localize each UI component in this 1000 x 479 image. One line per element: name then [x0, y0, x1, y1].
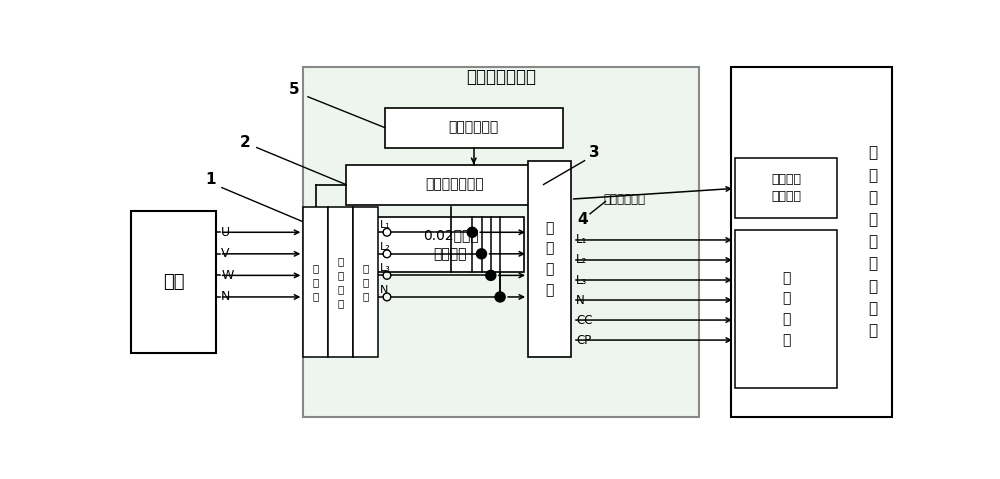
Bar: [528, 160, 571, 357]
Bar: [731, 67, 892, 417]
Text: L₃: L₃: [576, 274, 587, 286]
Text: 输
入
端: 输 入 端: [313, 263, 319, 301]
Text: CP: CP: [576, 333, 591, 347]
Text: 5: 5: [289, 81, 299, 97]
Text: 充电桩控制模块: 充电桩控制模块: [425, 178, 484, 192]
Bar: [735, 230, 837, 388]
Text: 0.02级电能
计量模块: 0.02级电能 计量模块: [423, 228, 478, 262]
Text: CC: CC: [576, 314, 593, 327]
Bar: [353, 207, 378, 357]
Text: V: V: [221, 247, 230, 260]
Bar: [346, 164, 563, 205]
Text: L₂: L₂: [380, 242, 391, 252]
Text: N: N: [221, 290, 230, 304]
Circle shape: [486, 270, 496, 280]
Text: 1: 1: [205, 172, 216, 187]
Text: 电能脉冲信号: 电能脉冲信号: [604, 193, 646, 205]
Text: 电能脉冲
输入接口: 电能脉冲 输入接口: [771, 173, 801, 204]
Text: L₃: L₃: [380, 263, 391, 274]
Text: 3: 3: [589, 146, 599, 160]
Bar: [303, 67, 698, 417]
Text: U: U: [221, 226, 230, 239]
Bar: [131, 211, 216, 353]
Text: L₁: L₁: [576, 233, 587, 247]
Text: 人机交互界面: 人机交互界面: [449, 121, 499, 135]
Text: N: N: [380, 285, 388, 295]
Circle shape: [467, 227, 477, 237]
Text: 供
电
插
头: 供 电 插 头: [545, 221, 554, 297]
Bar: [328, 207, 353, 357]
Text: L₂: L₂: [576, 253, 587, 266]
Text: 三相标准充电桩: 三相标准充电桩: [466, 68, 536, 86]
Text: 充
电
回
路: 充 电 回 路: [337, 256, 344, 308]
Text: N: N: [576, 294, 585, 307]
Bar: [377, 217, 524, 272]
Bar: [303, 207, 328, 357]
Text: 2: 2: [240, 136, 250, 150]
Text: W: W: [221, 269, 233, 282]
Circle shape: [476, 249, 487, 259]
Circle shape: [495, 292, 505, 302]
Text: L₁: L₁: [380, 220, 391, 230]
Text: 交
流
充
电
桩
检
测
设
备: 交 流 充 电 桩 检 测 设 备: [868, 146, 877, 338]
Bar: [385, 107, 563, 148]
Text: 4: 4: [577, 213, 588, 228]
Text: 输
出
端: 输 出 端: [362, 263, 368, 301]
Text: 车
辆
插
座: 车 辆 插 座: [782, 271, 790, 347]
Text: 电网: 电网: [163, 273, 185, 291]
Bar: [735, 159, 837, 218]
